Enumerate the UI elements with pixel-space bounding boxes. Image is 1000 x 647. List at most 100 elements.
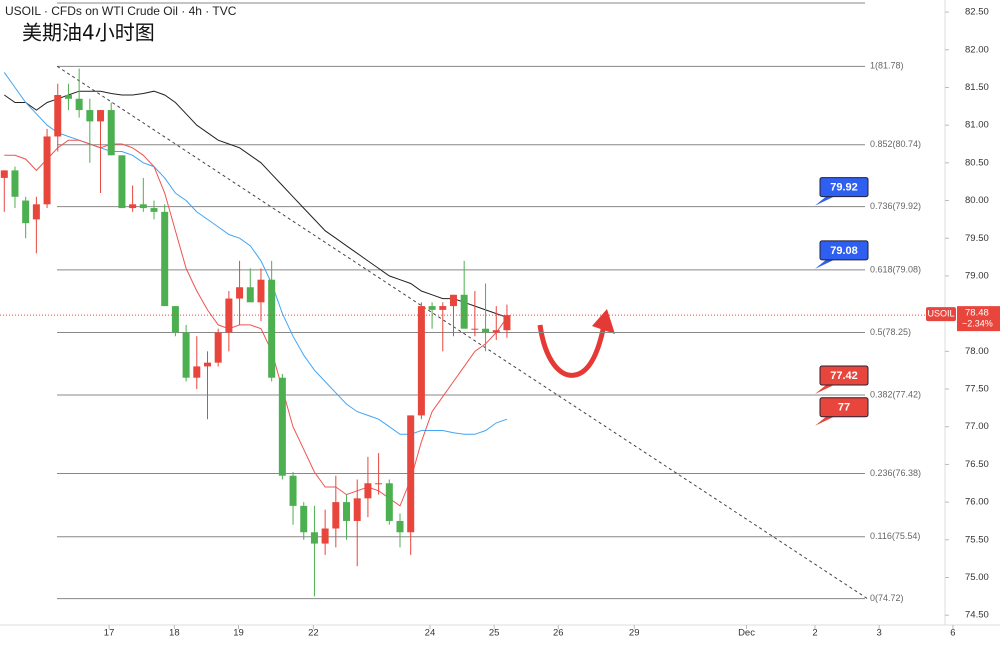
flag-tail <box>815 196 834 206</box>
last-price-label: 78.48 <box>965 308 989 319</box>
flag-box <box>819 397 869 418</box>
y-tick-label: 80.50 <box>965 157 989 168</box>
fib-label: 0.116(75.54) <box>870 531 920 541</box>
x-tick-label: 19 <box>233 628 244 639</box>
y-tick-label: 74.50 <box>965 610 989 621</box>
flag-tail <box>815 259 834 269</box>
candle-body <box>86 110 94 122</box>
candle-body <box>385 483 393 521</box>
candle-body <box>503 315 511 331</box>
y-tick-label: 82.50 <box>965 7 989 18</box>
flag-box <box>819 177 869 198</box>
price-tag <box>957 306 1000 332</box>
candle-body <box>139 204 147 209</box>
x-tick-label: Dec <box>738 628 755 639</box>
y-tick-label: 79.50 <box>965 233 989 244</box>
candle-body <box>246 287 254 303</box>
x-tick-label: 18 <box>169 628 180 639</box>
fib-label: 0.618(79.08) <box>870 264 921 274</box>
candle-body <box>193 366 201 378</box>
candle-body <box>150 208 158 212</box>
flag-label: 79.92 <box>830 181 858 193</box>
fib-label: 0.236(76.38) <box>870 468 921 478</box>
x-tick-label: 2 <box>812 628 817 639</box>
fib-label: 1(81.78) <box>870 61 904 71</box>
flag-box <box>819 365 869 386</box>
candle-body <box>22 200 30 224</box>
forecast-arrow <box>537 324 607 378</box>
candle-body <box>353 498 361 521</box>
x-tick-label: 26 <box>553 628 564 639</box>
candle-body <box>75 98 83 111</box>
candle-body <box>321 528 329 544</box>
y-tick-label: 76.50 <box>965 459 989 470</box>
y-tick-label: 77.50 <box>965 384 989 395</box>
x-tick-label: 17 <box>104 628 115 639</box>
flag-label: 77 <box>838 402 850 414</box>
candle-body <box>471 328 479 330</box>
candle-body <box>364 483 372 499</box>
ma-line <box>4 139 508 507</box>
fib-label: 0.736(79.92) <box>870 201 921 211</box>
candle-body <box>439 306 447 310</box>
candle-body <box>343 502 351 521</box>
y-tick-label: 81.50 <box>965 82 989 93</box>
candle-body <box>375 483 383 485</box>
symbol-label: USOIL <box>927 309 954 319</box>
y-tick-label: 76.00 <box>965 497 989 508</box>
y-tick-label: 77.00 <box>965 421 989 432</box>
y-tick-label: 75.50 <box>965 534 989 545</box>
candle-body <box>0 170 8 178</box>
fib-label: 0(74.72) <box>870 593 904 603</box>
candle-body <box>407 415 415 533</box>
symbol-tag <box>926 307 956 322</box>
candle-body <box>460 294 468 329</box>
y-tick-label: 80.00 <box>965 195 989 206</box>
y-tick-label: 81.00 <box>965 120 989 131</box>
y-tick-label: 82.00 <box>965 44 989 55</box>
fib-label: 0.852(80.74) <box>870 139 921 149</box>
x-tick-label: 29 <box>629 628 640 639</box>
candle-body <box>449 294 457 307</box>
x-tick-label: 22 <box>308 628 319 639</box>
fib-label: 0.382(77.42) <box>870 389 921 399</box>
chart-title: USOIL · CFDs on WTI Crude Oil · 4h · TVC <box>5 4 237 18</box>
candle-body <box>300 505 308 533</box>
candle-body <box>43 136 51 205</box>
candle-body <box>278 377 286 476</box>
candle-body <box>417 306 425 416</box>
flag-tail <box>815 385 834 395</box>
y-tick-label: 78.00 <box>965 346 989 357</box>
candle-body <box>396 520 404 533</box>
candle-body <box>492 330 500 333</box>
candle-body <box>97 110 105 122</box>
candle-body <box>182 332 190 378</box>
candle-body <box>171 306 179 333</box>
candle-body <box>203 362 211 367</box>
candle-body <box>161 211 169 307</box>
ma-line <box>4 90 508 318</box>
candle-body <box>332 502 340 529</box>
candle-body <box>268 279 276 378</box>
candle-body <box>482 328 490 333</box>
x-tick-label: 6 <box>950 628 955 639</box>
candle-body <box>236 287 244 299</box>
flag-label: 79.08 <box>830 245 858 257</box>
candle-body <box>54 94 62 137</box>
x-tick-label: 25 <box>489 628 500 639</box>
fib-label: 0.5(78.25) <box>870 327 911 337</box>
flag-box <box>819 240 869 261</box>
candle-body <box>310 532 318 544</box>
change-label: −2.34% <box>962 319 993 329</box>
candle-body <box>107 110 115 156</box>
y-tick-label: 75.00 <box>965 572 989 583</box>
candle-body <box>118 155 126 209</box>
forecast-arrow-head <box>592 309 615 334</box>
flag-label: 77.42 <box>830 370 858 382</box>
candle-body <box>64 94 72 99</box>
x-tick-label: 3 <box>876 628 881 639</box>
candle-body <box>289 475 297 506</box>
candle-body <box>214 332 222 363</box>
candle-body <box>11 170 19 197</box>
